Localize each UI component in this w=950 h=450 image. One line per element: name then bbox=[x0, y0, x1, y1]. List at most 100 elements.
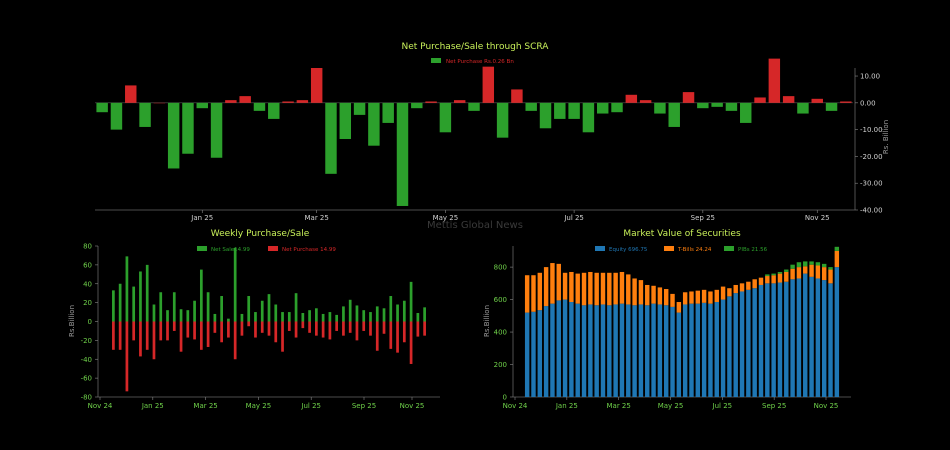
market-equity-bar bbox=[733, 293, 738, 397]
market-equity-bar bbox=[682, 304, 688, 397]
weekly-buy-bar bbox=[186, 310, 190, 322]
weekly-sell-bar bbox=[396, 321, 399, 353]
market-equity-bar bbox=[550, 303, 555, 397]
weekly-sell-bar bbox=[132, 321, 136, 341]
net-bar bbox=[468, 102, 480, 111]
market-tbills-bar bbox=[752, 279, 757, 289]
net-bar bbox=[496, 102, 509, 138]
net-bar bbox=[697, 102, 709, 109]
market-tbills-bar bbox=[626, 274, 631, 305]
market-tbills-bar bbox=[708, 291, 713, 304]
market-equity-bar bbox=[531, 311, 536, 397]
net-bar bbox=[596, 102, 609, 114]
weekly-sell-bar bbox=[240, 321, 244, 336]
net-bar bbox=[611, 102, 623, 113]
net-bar bbox=[639, 100, 652, 103]
market-equity-bar bbox=[581, 305, 587, 397]
weekly-buy-bar bbox=[362, 310, 366, 322]
net-bar bbox=[182, 102, 194, 154]
weekly-sell-bar bbox=[301, 321, 305, 329]
weekly-sell-bar bbox=[389, 321, 393, 349]
market-legend-pibs-swatch bbox=[724, 246, 734, 251]
weekly-sell-bar bbox=[152, 321, 156, 360]
weekly-xtick-label: Jan 25 bbox=[141, 402, 164, 410]
weekly-y-label: Rs.Billion bbox=[68, 305, 76, 337]
weekly-sell-bar bbox=[355, 321, 359, 341]
market-tbills-bar bbox=[777, 273, 783, 283]
market-tbills-bar bbox=[575, 273, 580, 304]
net-bar bbox=[625, 94, 638, 103]
market-equity-bar bbox=[537, 310, 543, 397]
market-tbills-bar bbox=[543, 267, 549, 307]
weekly-sell-bar bbox=[315, 321, 318, 336]
weekly-buy-bar bbox=[240, 313, 244, 322]
weekly-buy-bar bbox=[301, 313, 305, 322]
weekly-ytick-label: -80 bbox=[81, 394, 92, 402]
weekly-buy-bar bbox=[308, 310, 311, 322]
market-legend-equity: Equity 696.75 bbox=[609, 247, 648, 253]
market-tbills-bar bbox=[809, 264, 814, 277]
net-xtick-label: Sep 25 bbox=[691, 214, 715, 222]
market-tbills-bar bbox=[746, 281, 751, 290]
net-bar bbox=[296, 100, 309, 103]
market-tbills-bar bbox=[663, 289, 669, 306]
net-bar bbox=[225, 100, 237, 103]
market-equity-bar bbox=[708, 303, 713, 397]
market-legend-tbills: T-Bills 24.24 bbox=[677, 247, 712, 253]
market-pibs-bar bbox=[790, 264, 795, 269]
net-xtick-label: May 25 bbox=[433, 214, 459, 222]
net-bar bbox=[353, 102, 366, 115]
weekly-sell-bar bbox=[186, 321, 190, 338]
market-equity-bar bbox=[815, 278, 821, 397]
net-bar bbox=[167, 102, 180, 169]
market-tbills-bar bbox=[828, 269, 833, 284]
market-equity-bar bbox=[588, 304, 593, 397]
market-equity-bar bbox=[765, 283, 770, 397]
net-bar bbox=[125, 85, 137, 103]
market-equity-bar bbox=[676, 312, 682, 397]
market-equity-bar bbox=[556, 300, 561, 397]
weekly-buy-bar bbox=[213, 313, 217, 322]
market-tbills-bar bbox=[803, 266, 808, 274]
net-bar bbox=[525, 102, 537, 111]
weekly-sell-bar bbox=[348, 321, 352, 333]
net-bar bbox=[310, 68, 323, 103]
weekly-sell-bar bbox=[335, 321, 339, 331]
market-tbills-bar bbox=[796, 267, 802, 279]
weekly-sell-bar bbox=[287, 321, 291, 331]
market-pibs-bar bbox=[777, 271, 783, 274]
weekly-sell-bar bbox=[179, 321, 183, 352]
market-xtick-label: Nov 25 bbox=[814, 402, 839, 410]
weekly-buy-bar bbox=[159, 292, 163, 322]
net-bar bbox=[396, 102, 409, 206]
weekly-ytick-label: -40 bbox=[81, 356, 92, 364]
weekly-buy-bar bbox=[199, 269, 203, 322]
market-tbills-bar bbox=[531, 275, 536, 312]
market-legend-tbills-swatch bbox=[664, 246, 674, 251]
net-bar bbox=[411, 102, 423, 109]
weekly-buy-bar bbox=[287, 312, 291, 322]
market-pibs-bar bbox=[803, 261, 808, 267]
market-chart: Market Value of Securities Equity 696.75… bbox=[483, 229, 851, 410]
weekly-sell-bar bbox=[125, 321, 129, 392]
market-pibs-bar bbox=[765, 274, 770, 277]
net-bar bbox=[568, 102, 580, 119]
market-tbills-bar bbox=[588, 271, 593, 305]
market-tbills-bar bbox=[607, 272, 612, 306]
weekly-buy-bar bbox=[267, 294, 271, 322]
weekly-buy-bar bbox=[382, 308, 386, 322]
weekly-buy-bar bbox=[402, 300, 406, 322]
market-equity-bar bbox=[695, 303, 701, 397]
weekly-buy-bar bbox=[139, 271, 142, 322]
market-equity-bar bbox=[607, 305, 612, 397]
market-equity-bar bbox=[638, 304, 644, 397]
market-equity-bar bbox=[790, 279, 795, 397]
weekly-sell-bar bbox=[220, 321, 223, 343]
weekly-sell-bar bbox=[172, 321, 176, 331]
net-xtick-label: Jan 25 bbox=[190, 214, 213, 222]
market-legend-equity-swatch bbox=[595, 246, 605, 251]
market-tbills-bar bbox=[771, 275, 776, 284]
net-bar bbox=[439, 102, 452, 133]
market-equity-bar bbox=[562, 299, 568, 397]
market-tbills-bar bbox=[733, 284, 738, 294]
